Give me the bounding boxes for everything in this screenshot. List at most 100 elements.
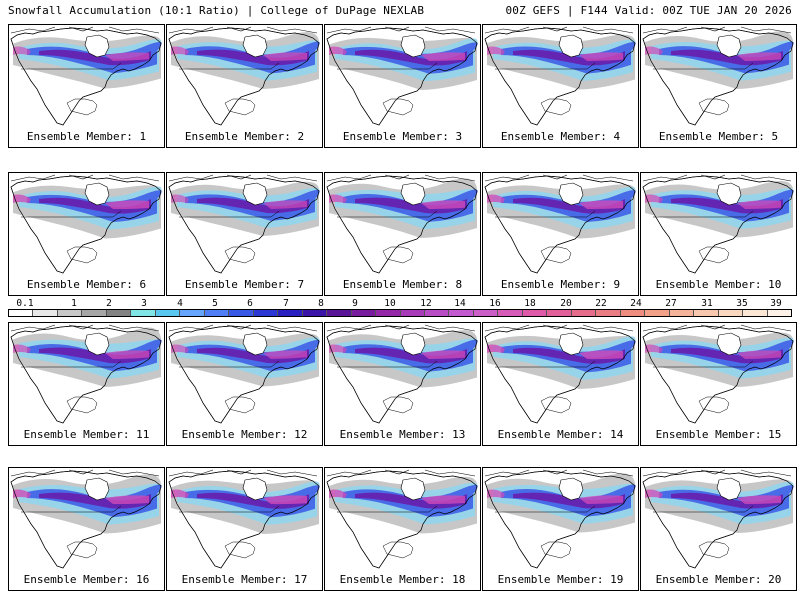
colorbar-tick-label: 8	[318, 298, 324, 309]
colorbar-swatch	[694, 310, 719, 316]
colorbar-tick-label: 27	[665, 298, 677, 309]
ensemble-member-label: Ensemble Member: 8	[342, 278, 463, 291]
colorbar-swatch	[522, 310, 548, 316]
snowfall-map	[641, 323, 796, 426]
ensemble-member-label: Ensemble Member: 6	[26, 278, 147, 291]
ensemble-member-label: Ensemble Member: 4	[500, 130, 621, 143]
ensemble-panel: Ensemble Member: 3	[324, 24, 481, 148]
colorbar-swatch	[449, 310, 474, 316]
colorbar-tick-label: 6	[247, 298, 253, 309]
run-valid-time: 00Z GEFS | F144 Valid: 00Z TUE JAN 20 20…	[505, 4, 792, 17]
colorbar-swatch	[718, 310, 744, 316]
colorbar-swatch	[424, 310, 450, 316]
ensemble-member-label: Ensemble Member: 7	[184, 278, 305, 291]
ensemble-member-label: Ensemble Member: 10	[655, 278, 782, 291]
ensemble-member-label: Ensemble Member: 1	[26, 130, 147, 143]
colorbar-swatch	[400, 310, 425, 316]
snowfall-map	[483, 323, 638, 426]
snowfall-map	[641, 173, 796, 276]
ensemble-panel: Ensemble Member: 7	[166, 172, 323, 296]
colorbar-swatch	[571, 310, 597, 316]
ensemble-panel: Ensemble Member: 20	[640, 467, 797, 591]
snowfall-map	[9, 468, 164, 571]
ensemble-panel: Ensemble Member: 18	[324, 467, 481, 591]
colorbar-tick-label: 39	[770, 298, 782, 309]
ensemble-panel: Ensemble Member: 9	[482, 172, 639, 296]
colorbar-swatch	[351, 310, 377, 316]
ensemble-panel: Ensemble Member: 19	[482, 467, 639, 591]
ensemble-member-label: Ensemble Member: 5	[658, 130, 779, 143]
colorbar-swatch	[743, 310, 768, 316]
colorbar-swatch	[131, 310, 156, 316]
colorbar-swatches	[8, 309, 792, 317]
ensemble-member-label: Ensemble Member: 20	[655, 573, 782, 586]
colorbar-swatch	[302, 310, 328, 316]
snowfall-map	[9, 173, 164, 276]
colorbar-swatch	[767, 310, 791, 316]
colorbar-swatch	[57, 310, 83, 316]
ensemble-member-label: Ensemble Member: 18	[339, 573, 466, 586]
ensemble-member-label: Ensemble Member: 14	[497, 428, 624, 441]
ensemble-panel: Ensemble Member: 2	[166, 24, 323, 148]
colorbar-swatch	[645, 310, 670, 316]
colorbar-swatch	[9, 310, 34, 316]
snowfall-map	[641, 25, 796, 128]
colorbar-tick-label: 4	[177, 298, 183, 309]
snowfall-map	[325, 25, 480, 128]
colorbar-swatch	[253, 310, 279, 316]
ensemble-member-label: Ensemble Member: 11	[23, 428, 150, 441]
ensemble-member-label: Ensemble Member: 15	[655, 428, 782, 441]
ensemble-panel: Ensemble Member: 10	[640, 172, 797, 296]
snowfall-map	[641, 468, 796, 571]
snowfall-map	[325, 173, 480, 276]
colorbar-swatch	[547, 310, 572, 316]
snowfall-map	[167, 323, 322, 426]
ensemble-panel: Ensemble Member: 15	[640, 322, 797, 446]
colorbar-tick-label: 2	[106, 298, 112, 309]
colorbar-tick-label: 9	[352, 298, 358, 309]
colorbar-tick-label: 10	[384, 298, 396, 309]
ensemble-panel: Ensemble Member: 13	[324, 322, 481, 446]
ensemble-member-label: Ensemble Member: 3	[342, 130, 463, 143]
colorbar-swatch	[82, 310, 107, 316]
colorbar-tick-label: 16	[489, 298, 501, 309]
colorbar-swatch	[498, 310, 523, 316]
ensemble-panel: Ensemble Member: 5	[640, 24, 797, 148]
snowfall-map	[325, 323, 480, 426]
ensemble-member-label: Ensemble Member: 16	[23, 573, 150, 586]
colorbar-swatch	[204, 310, 230, 316]
snowfall-map	[483, 468, 638, 571]
colorbar-tick-label: 20	[560, 298, 572, 309]
ensemble-panel: Ensemble Member: 12	[166, 322, 323, 446]
ensemble-member-label: Ensemble Member: 9	[500, 278, 621, 291]
colorbar-tick-label: 5	[212, 298, 218, 309]
snowfall-map	[483, 25, 638, 128]
colorbar-tick-label: 18	[524, 298, 536, 309]
colorbar-swatch	[376, 310, 401, 316]
ensemble-member-label: Ensemble Member: 2	[184, 130, 305, 143]
snowfall-map	[167, 173, 322, 276]
snowfall-map	[167, 468, 322, 571]
colorbar-tick-label: 7	[283, 298, 289, 309]
colorbar-tick-label: 31	[701, 298, 713, 309]
ensemble-panel: Ensemble Member: 11	[8, 322, 165, 446]
colorbar-tick-label: 12	[420, 298, 432, 309]
snowfall-map	[325, 468, 480, 571]
colorbar-tick-label: 14	[454, 298, 466, 309]
ensemble-panel: Ensemble Member: 14	[482, 322, 639, 446]
colorbar-swatch	[180, 310, 205, 316]
colorbar-swatch	[473, 310, 499, 316]
colorbar-tick-label: 22	[595, 298, 607, 309]
ensemble-panel: Ensemble Member: 16	[8, 467, 165, 591]
colorbar-swatch	[229, 310, 254, 316]
ensemble-panel: Ensemble Member: 17	[166, 467, 323, 591]
snowfall-map	[9, 25, 164, 128]
ensemble-member-label: Ensemble Member: 12	[181, 428, 308, 441]
colorbar-swatch	[106, 310, 132, 316]
snowfall-map	[9, 323, 164, 426]
map-title: Snowfall Accumulation (10:1 Ratio) | Col…	[8, 4, 425, 17]
ensemble-member-label: Ensemble Member: 13	[339, 428, 466, 441]
colorbar-swatch	[620, 310, 646, 316]
colorbar-swatch	[669, 310, 695, 316]
colorbar-tick-label: 1	[71, 298, 77, 309]
